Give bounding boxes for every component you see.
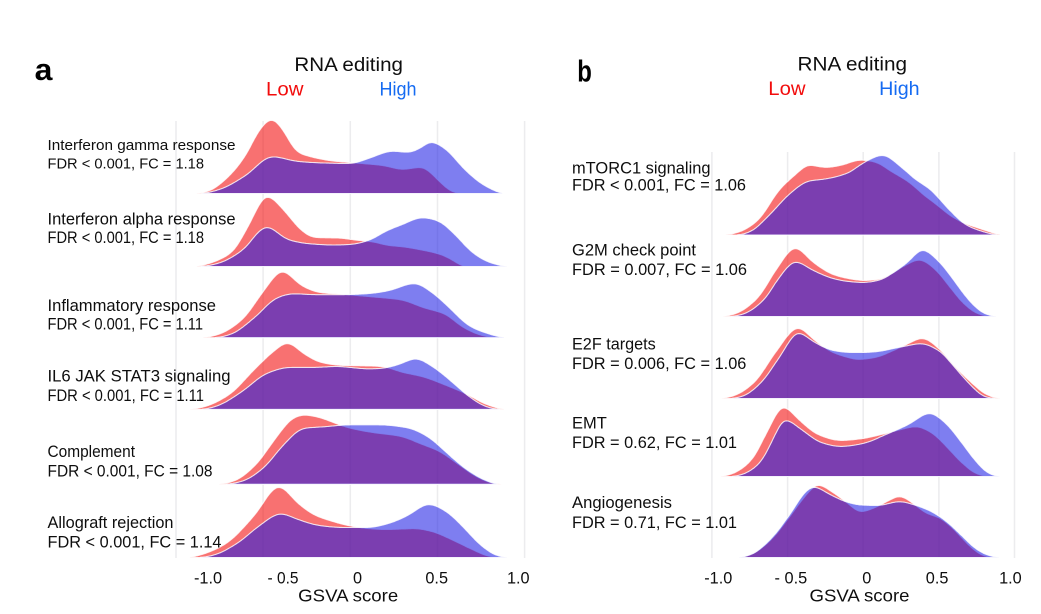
- svg-text:- 0.5: - 0.5: [268, 569, 299, 587]
- svg-text:EMT: EMT: [572, 413, 607, 432]
- svg-text:Inflammatory response: Inflammatory response: [48, 297, 217, 315]
- svg-text:Allograft rejection: Allograft rejection: [48, 513, 174, 532]
- svg-text:Interferon alpha response: Interferon alpha response: [48, 210, 236, 228]
- svg-text:FDR < 0.001, FC = 1.14: FDR < 0.001, FC = 1.14: [48, 532, 222, 551]
- svg-text:- 0.5: - 0.5: [775, 569, 808, 587]
- svg-text:E2F targets: E2F targets: [572, 335, 656, 354]
- svg-text:Interferon gamma response: Interferon gamma response: [48, 137, 236, 154]
- svg-text:Complement: Complement: [48, 443, 136, 461]
- svg-text:G2M check point: G2M check point: [572, 241, 696, 260]
- svg-text:Low: Low: [266, 79, 304, 101]
- svg-text:0.5: 0.5: [926, 569, 949, 587]
- svg-text:b: b: [577, 54, 592, 89]
- svg-text:0.5: 0.5: [425, 569, 448, 587]
- svg-text:RNA editing: RNA editing: [798, 54, 908, 76]
- svg-text:a: a: [35, 52, 54, 87]
- svg-text:High: High: [380, 79, 417, 101]
- svg-text:FDR = 0.62, FC = 1.01: FDR = 0.62, FC = 1.01: [572, 433, 737, 452]
- svg-text:High: High: [879, 78, 920, 100]
- svg-text:IL6 JAK STAT3 signaling: IL6 JAK STAT3 signaling: [48, 367, 231, 386]
- svg-text:Low: Low: [768, 78, 806, 100]
- svg-text:1.0: 1.0: [999, 569, 1022, 587]
- svg-text:FDR = 0.007, FC = 1.06: FDR = 0.007, FC = 1.06: [572, 260, 747, 279]
- svg-text:0: 0: [862, 569, 871, 587]
- svg-text:-1.0: -1.0: [194, 569, 222, 587]
- svg-text:FDR = 0.006, FC = 1.06: FDR = 0.006, FC = 1.06: [572, 354, 746, 373]
- svg-text:FDR < 0.001, FC = 1.06: FDR < 0.001, FC = 1.06: [572, 176, 746, 195]
- svg-text:RNA editing: RNA editing: [294, 54, 403, 76]
- svg-text:mTORC1 signaling: mTORC1 signaling: [572, 158, 711, 177]
- svg-text:FDR < 0.001, FC = 1.18: FDR < 0.001, FC = 1.18: [48, 155, 205, 172]
- svg-text:GSVA score: GSVA score: [298, 585, 398, 605]
- svg-text:Angiogenesis: Angiogenesis: [572, 493, 672, 512]
- svg-text:FDR = 0.71, FC = 1.01: FDR = 0.71, FC = 1.01: [572, 513, 737, 532]
- svg-text:GSVA score: GSVA score: [810, 585, 910, 605]
- svg-text:FDR < 0.001, FC = 1.11: FDR < 0.001, FC = 1.11: [48, 316, 204, 334]
- svg-text:FDR < 0.001, FC = 1.18: FDR < 0.001, FC = 1.18: [48, 229, 205, 247]
- svg-text:-1.0: -1.0: [704, 569, 732, 587]
- svg-text:1.0: 1.0: [507, 569, 530, 587]
- svg-text:FDR < 0.001, FC = 1.08: FDR < 0.001, FC = 1.08: [48, 462, 213, 480]
- svg-text:0: 0: [353, 569, 362, 587]
- svg-text:FDR < 0.001, FC = 1.11: FDR < 0.001, FC = 1.11: [48, 386, 205, 405]
